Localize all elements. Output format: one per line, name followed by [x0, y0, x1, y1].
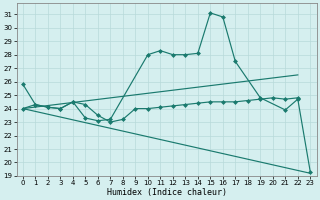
X-axis label: Humidex (Indice chaleur): Humidex (Indice chaleur) — [107, 188, 227, 197]
